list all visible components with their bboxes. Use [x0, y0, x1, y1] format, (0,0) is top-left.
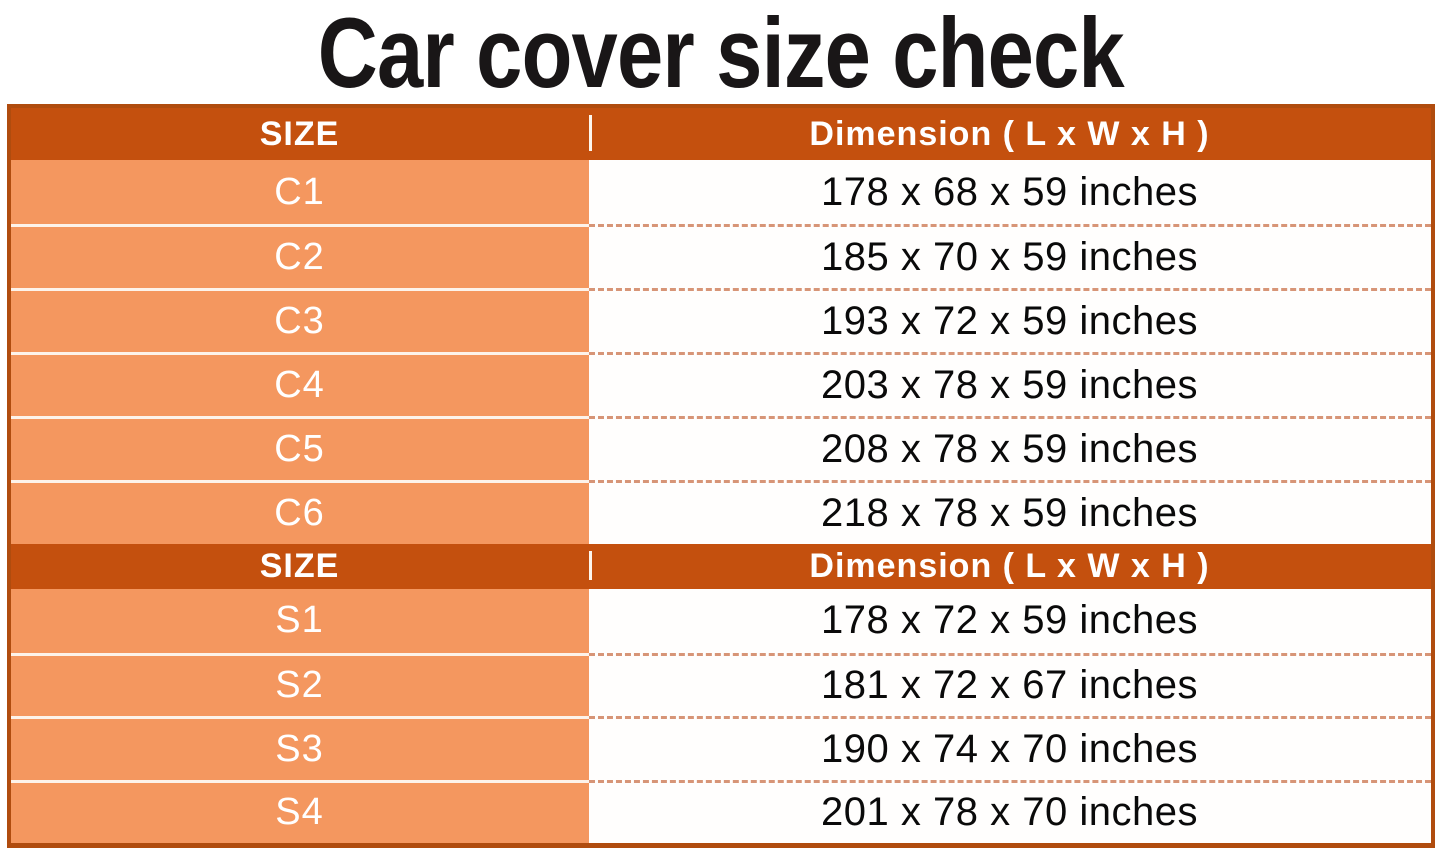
dimension-value: 178 x 72 x 59 inches [821, 598, 1198, 643]
table-row: C4 203 x 78 x 59 inches [10, 352, 1431, 416]
dimension-header-label: Dimension ( L x W x H ) [809, 114, 1210, 153]
size-cell: S1 [10, 589, 589, 653]
dimension-cell: 181 x 72 x 67 inches [588, 652, 1431, 716]
size-cell: C2 [10, 224, 589, 288]
size-label: C6 [274, 492, 325, 534]
dimension-column-header: Dimension ( L x W x H ) [589, 108, 1431, 160]
size-label: S2 [275, 664, 324, 707]
header-divider [588, 115, 592, 151]
size-label: C1 [274, 170, 325, 213]
size-header-label: SIZE [259, 114, 340, 153]
size-cell: S4 [10, 779, 589, 843]
dimension-cell: 201 x 78 x 70 inches [588, 779, 1431, 843]
dimension-cell: 208 x 78 x 59 inches [588, 416, 1431, 480]
dimension-value: 181 x 72 x 67 inches [821, 663, 1198, 708]
size-table: SIZE Dimension ( L x W x H ) C1 178 x 68 x … [6, 104, 1435, 848]
table-header-row: SIZE Dimension ( L x W x H ) [10, 108, 1431, 160]
size-label: C2 [274, 236, 325, 278]
size-column-header: SIZE [11, 544, 589, 589]
dimension-value: 185 x 70 x 59 inches [821, 235, 1198, 279]
size-cell: S2 [10, 652, 589, 716]
dimension-cell: 190 x 74 x 70 inches [588, 716, 1431, 780]
size-cell: C1 [10, 160, 589, 224]
dimension-value: 218 x 78 x 59 inches [821, 491, 1198, 535]
dimension-value: 203 x 78 x 59 inches [821, 363, 1198, 407]
dimension-cell: 203 x 78 x 59 inches [588, 352, 1431, 416]
dimension-column-header: Dimension ( L x W x H ) [589, 544, 1431, 589]
size-header-label: SIZE [259, 547, 340, 585]
table-row: S2 181 x 72 x 67 inches [10, 652, 1431, 716]
title-area: Car cover size check [0, 0, 1441, 102]
dimension-header-label: Dimension ( L x W x H ) [809, 547, 1210, 585]
size-cell: C3 [10, 288, 589, 352]
size-label: C4 [274, 364, 325, 406]
dimension-cell: 178 x 72 x 59 inches [588, 589, 1431, 653]
table-row: S1 178 x 72 x 59 inches [10, 589, 1431, 653]
dimension-value: 190 x 74 x 70 inches [821, 726, 1198, 771]
size-label: C5 [274, 428, 325, 470]
size-cell: C5 [10, 416, 589, 480]
size-label: S3 [275, 727, 324, 770]
size-label: S4 [275, 791, 324, 834]
size-cell: C6 [10, 480, 589, 544]
table-row: C6 218 x 78 x 59 inches [10, 480, 1431, 544]
table-row: C5 208 x 78 x 59 inches [10, 416, 1431, 480]
table-row: S3 190 x 74 x 70 inches [10, 716, 1431, 780]
dimension-cell: 185 x 70 x 59 inches [588, 224, 1431, 288]
dimension-cell: 193 x 72 x 59 inches [588, 288, 1431, 352]
dimension-value: 208 x 78 x 59 inches [821, 427, 1198, 471]
header-divider [588, 551, 592, 580]
size-label: S1 [275, 599, 324, 642]
size-column-header: SIZE [11, 108, 589, 160]
size-cell: C4 [10, 352, 589, 416]
table-header-row: SIZE Dimension ( L x W x H ) [10, 544, 1431, 589]
size-label: C3 [274, 300, 325, 342]
dimension-cell: 178 x 68 x 59 inches [588, 160, 1431, 224]
table-row: S4 201 x 78 x 70 inches [10, 779, 1431, 843]
dimension-value: 178 x 68 x 59 inches [821, 169, 1198, 214]
table-row: C2 185 x 70 x 59 inches [10, 224, 1431, 288]
size-cell: S3 [10, 716, 589, 780]
dimension-cell: 218 x 78 x 59 inches [588, 480, 1431, 544]
dimension-value: 201 x 78 x 70 inches [821, 790, 1198, 835]
dimension-value: 193 x 72 x 59 inches [821, 299, 1198, 343]
table-row: C3 193 x 72 x 59 inches [10, 288, 1431, 352]
page-title: Car cover size check [317, 0, 1124, 108]
table-row: C1 178 x 68 x 59 inches [10, 160, 1431, 224]
